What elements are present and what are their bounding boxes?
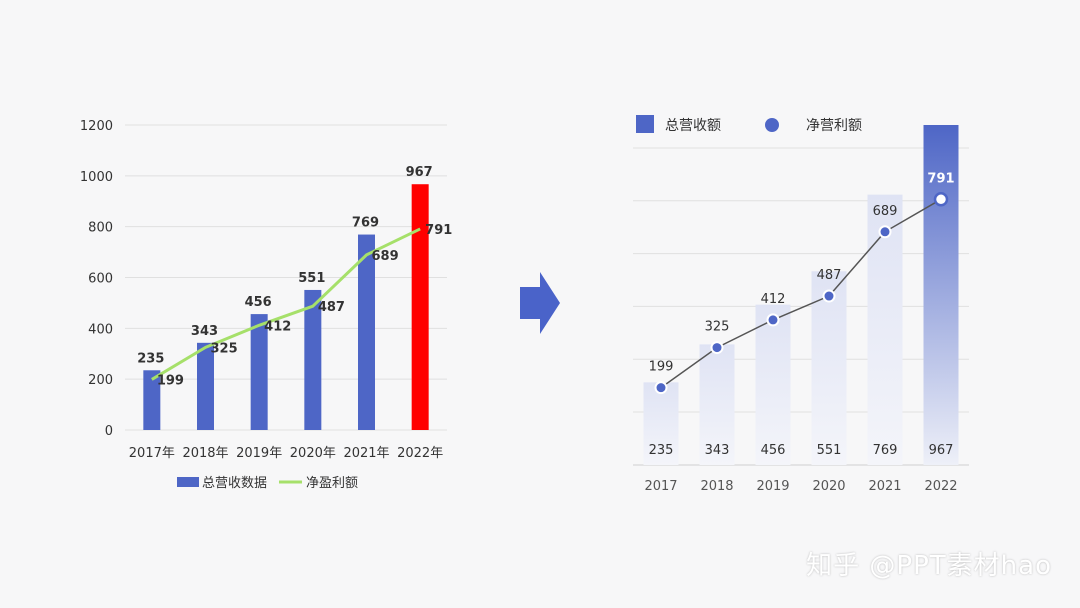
bar-value-label: 235 xyxy=(137,351,164,366)
bar xyxy=(699,344,735,465)
line-point xyxy=(654,381,668,395)
right-chart: 235 343 456 551 769 967 199 325 412 487 689 791 2017… xyxy=(633,115,969,494)
y-tick-label: 600 xyxy=(88,272,113,287)
line-value-label: 689 xyxy=(873,204,898,219)
x-tick-label: 2021年 xyxy=(343,446,389,461)
x-tick-label: 2017年 xyxy=(129,446,175,461)
x-tick-label: 2022 xyxy=(924,479,957,494)
line-value-label: 689 xyxy=(372,249,399,264)
arrow-right-icon xyxy=(520,272,560,334)
line-value-label: 412 xyxy=(264,319,291,334)
bar xyxy=(923,125,959,465)
bar-value-label: 967 xyxy=(406,165,433,180)
series-line xyxy=(151,227,421,381)
bar xyxy=(250,314,268,430)
bar-value-label: 343 xyxy=(705,443,730,458)
legend-swatch-bar xyxy=(636,115,654,133)
y-tick-label: 0 xyxy=(105,424,113,439)
y-tick-label: 1000 xyxy=(80,170,113,185)
legend-label-line: 净盈利额 xyxy=(306,476,358,491)
bar-value-label: 235 xyxy=(649,443,674,458)
line-value-label: 791 xyxy=(425,223,452,238)
x-tick-label: 2020年 xyxy=(290,446,336,461)
x-tick-label: 2019 xyxy=(756,479,789,494)
x-tick-label: 2018年 xyxy=(182,446,228,461)
x-tick-label: 2022年 xyxy=(397,446,443,461)
line-point xyxy=(822,289,836,303)
bar-value-label: 769 xyxy=(352,216,379,231)
line-value-label: 199 xyxy=(649,360,674,375)
legend-label-bar: 总营收额 xyxy=(665,118,721,134)
series-line xyxy=(660,198,942,389)
line-value-label: 487 xyxy=(817,268,842,283)
line-value-label: 791 xyxy=(927,171,954,186)
bar-value-label: 967 xyxy=(929,443,954,458)
line-value-label: 199 xyxy=(157,373,184,388)
x-tick-label: 2017 xyxy=(644,479,677,494)
bar xyxy=(411,184,429,430)
bar xyxy=(143,370,161,430)
y-tick-label: 800 xyxy=(88,221,113,236)
left-chart: 0 200 400 600 800 1000 1200 235 343 456 551 769 967 1… xyxy=(80,119,452,491)
bar-value-label: 551 xyxy=(298,271,325,286)
y-tick-label: 1200 xyxy=(80,119,113,134)
line-point xyxy=(766,313,780,327)
line-point xyxy=(933,192,949,207)
bar-value-label: 456 xyxy=(761,443,786,458)
bar xyxy=(867,194,903,465)
line-value-label: 325 xyxy=(705,320,730,335)
bar xyxy=(197,342,214,430)
bar-value-label: 769 xyxy=(873,443,898,458)
x-tick-label: 2021 xyxy=(868,479,901,494)
bar xyxy=(811,271,847,465)
legend-swatch-bar xyxy=(177,477,199,487)
line-point xyxy=(710,341,724,355)
x-tick-label: 2020 xyxy=(812,479,845,494)
legend-swatch-line xyxy=(765,118,779,132)
y-tick-label: 400 xyxy=(88,322,113,337)
line-value-label: 487 xyxy=(318,300,345,315)
legend-label-bar: 总营收数据 xyxy=(202,476,267,491)
bar xyxy=(643,382,679,465)
line-value-label: 325 xyxy=(211,341,238,356)
bar xyxy=(304,289,322,430)
y-tick-label: 200 xyxy=(88,373,113,388)
bar-value-label: 456 xyxy=(245,295,272,310)
watermark: 知乎 @PPT素材hao xyxy=(806,551,1052,581)
legend-label-line: 净营利额 xyxy=(806,118,862,134)
line-point xyxy=(878,225,892,239)
bar-value-label: 343 xyxy=(191,324,218,339)
bar xyxy=(358,234,375,430)
bar xyxy=(755,304,791,465)
x-tick-label: 2019年 xyxy=(236,446,282,461)
bar-value-label: 551 xyxy=(817,443,842,458)
line-value-label: 412 xyxy=(761,292,786,307)
x-tick-label: 2018 xyxy=(700,479,733,494)
